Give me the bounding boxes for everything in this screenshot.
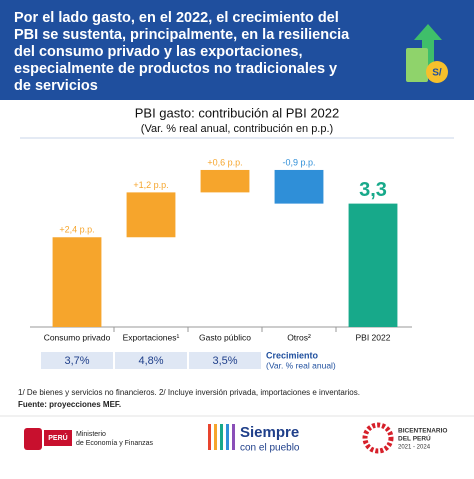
bar (274, 169, 324, 204)
value-label: -0,9 p.p. (282, 157, 315, 167)
x-tick-label: Otros² (287, 332, 311, 342)
bicentenario-logo: BICENTENARIO DEL PERÚ 2021 - 2024 (362, 422, 447, 454)
logo-text: 2021 - 2024 (398, 445, 431, 451)
growth-value: 3,7% (64, 355, 89, 367)
growth-cell (41, 352, 113, 369)
source: Fuente: proyecciones MEF. (18, 400, 121, 409)
header-banner (0, 0, 474, 100)
header-title: del consumo privado y las exportaciones, (14, 44, 302, 60)
header-title: PBI se sustenta, principalmente, en la r… (14, 27, 350, 43)
x-tick-label: Exportaciones¹ (123, 332, 180, 342)
growth-value: 3,5% (212, 355, 237, 367)
logo-text: con el pueblo (240, 443, 300, 454)
x-tick-label: PBI 2022 (356, 332, 391, 342)
header-title: Por el lado gasto, en el 2022, el crecim… (14, 10, 339, 26)
footnote: 1/ De bienes y servicios no financieros.… (18, 388, 360, 397)
growth-icon: S/ (406, 24, 448, 83)
logo-text: Ministerio (76, 431, 106, 438)
logo-text: PERÚ (48, 433, 67, 442)
x-tick-label: Consumo privado (44, 332, 111, 342)
chart-title: PBI gasto: contribución al PBI 2022 (135, 105, 340, 120)
growth-sublabel: (Var. % real anual) (266, 360, 336, 370)
growth-cell (189, 352, 261, 369)
value-label: 3,3 (359, 179, 387, 201)
mef-logo: PERÚ Ministerio de Economía y Finanzas (24, 428, 154, 450)
value-label: +2,4 p.p. (59, 225, 94, 235)
logo-text: de Economía y Finanzas (76, 440, 154, 447)
logo-text: BICENTENARIO (398, 428, 447, 435)
bar (126, 192, 176, 238)
growth-cell (115, 352, 187, 369)
svg-text:S/: S/ (432, 68, 442, 79)
bar (200, 169, 250, 193)
logo-text: DEL PERÚ (398, 434, 431, 443)
growth-value: 4,8% (138, 355, 163, 367)
bar (348, 203, 398, 327)
slogan-logo: Siempre con el pueblo (208, 424, 300, 454)
value-label: +1,2 p.p. (133, 180, 168, 190)
growth-label: Crecimiento (266, 350, 319, 360)
logo-text: Siempre (240, 424, 299, 441)
header-title: especialmente de productos no tradiciona… (14, 61, 337, 77)
header-title: de servicios (14, 78, 98, 94)
chart-subtitle: (Var. % real anual, contribución en p.p.… (141, 123, 333, 135)
x-tick-label: Gasto público (199, 332, 251, 342)
bar (52, 237, 102, 327)
value-label: +0,6 p.p. (207, 157, 242, 167)
